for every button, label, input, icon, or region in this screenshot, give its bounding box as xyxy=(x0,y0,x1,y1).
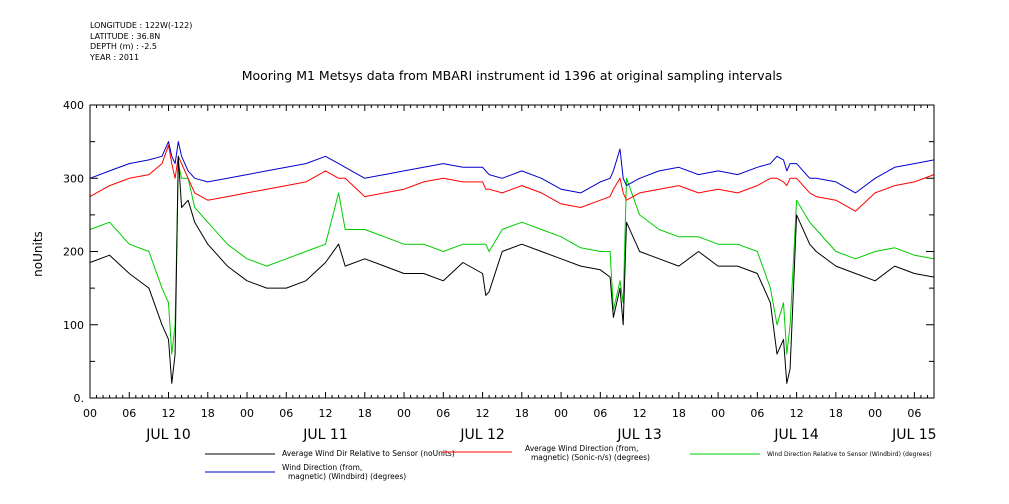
depth-text: DEPTH (m) : -2.5 xyxy=(90,42,157,51)
legend-label-4-line2: magnetic) (Windbird) (degrees) xyxy=(288,472,406,481)
x-tick-label: 18 xyxy=(201,407,215,420)
legend-label-2: Average Wind Direction (from, xyxy=(525,444,638,453)
x-tick-label: 06 xyxy=(279,407,293,420)
x-tick-label: 06 xyxy=(593,407,607,420)
x-tick-label: 18 xyxy=(672,407,686,420)
x-tick-label: 00 xyxy=(554,407,568,420)
legend-label-2-line2: magnetic) (Sonic-n/s) (degrees) xyxy=(531,453,650,462)
x-tick-label: 00 xyxy=(240,407,254,420)
x-tick-label: 12 xyxy=(162,407,176,420)
plot-frame xyxy=(89,104,935,399)
x-tick-label: 12 xyxy=(319,407,333,420)
y-tick-label: 200 xyxy=(63,246,84,259)
series-line-2 xyxy=(89,144,935,212)
day-label: JUL 15 xyxy=(891,427,936,443)
x-tick-label: 06 xyxy=(436,407,450,420)
day-label: JUL 14 xyxy=(773,427,819,443)
x-tick-label: 12 xyxy=(790,407,804,420)
x-tick-label: 00 xyxy=(397,407,411,420)
x-tick-label: 06 xyxy=(907,407,921,420)
y-tick-label: 0. xyxy=(74,392,85,405)
x-tick-label: 00 xyxy=(83,407,97,420)
y-axis-label: noUnits xyxy=(31,231,45,277)
year-text: YEAR : 2011 xyxy=(90,52,140,62)
legend-label-4: Wind Direction (from, xyxy=(282,463,362,472)
legend: Average Wind Dir Relative to Sensor (noU… xyxy=(205,444,932,481)
day-label: JUL 11 xyxy=(302,427,347,443)
x-tick-label: 00 xyxy=(868,407,882,420)
chart-title: Mooring M1 Metsys data from MBARI instru… xyxy=(242,68,783,83)
x-tick-label: 06 xyxy=(750,407,764,420)
day-label: JUL 10 xyxy=(145,427,190,443)
x-tick-label: 06 xyxy=(122,407,136,420)
series-line-4 xyxy=(89,141,935,194)
series-layer xyxy=(89,141,935,384)
x-tick-label: 12 xyxy=(633,407,647,420)
x-tick-label: 18 xyxy=(358,407,372,420)
series-line-1 xyxy=(89,155,935,384)
y-tick-label: 300 xyxy=(63,172,84,185)
day-label: JUL 12 xyxy=(459,427,504,443)
y-tick-label: 100 xyxy=(63,319,84,332)
y-tick-label: 400 xyxy=(63,99,84,112)
latitude-text: LATITUDE : 36.8N xyxy=(90,31,161,41)
legend-label-1: Average Wind Dir Relative to Sensor (noU… xyxy=(282,449,455,458)
legend-label-3: Wind Direction Relative to Sensor (Windb… xyxy=(767,451,932,458)
metadata-block: LONGITUDE : 122W(-122) LATITUDE : 36.8N … xyxy=(90,21,192,63)
x-tick-label: 12 xyxy=(476,407,490,420)
axis-layer: 0. 100 200 300 400 00 06 12 18 00 06 12 18 00 06 12 18 00… xyxy=(63,99,937,443)
x-tick-label: 18 xyxy=(829,407,843,420)
series-line-3 xyxy=(89,163,935,355)
day-label: JUL 13 xyxy=(616,427,661,443)
longitude-text: LONGITUDE : 122W(-122) xyxy=(90,21,193,30)
x-tick-label: 18 xyxy=(515,407,529,420)
x-tick-label: 00 xyxy=(711,407,725,420)
